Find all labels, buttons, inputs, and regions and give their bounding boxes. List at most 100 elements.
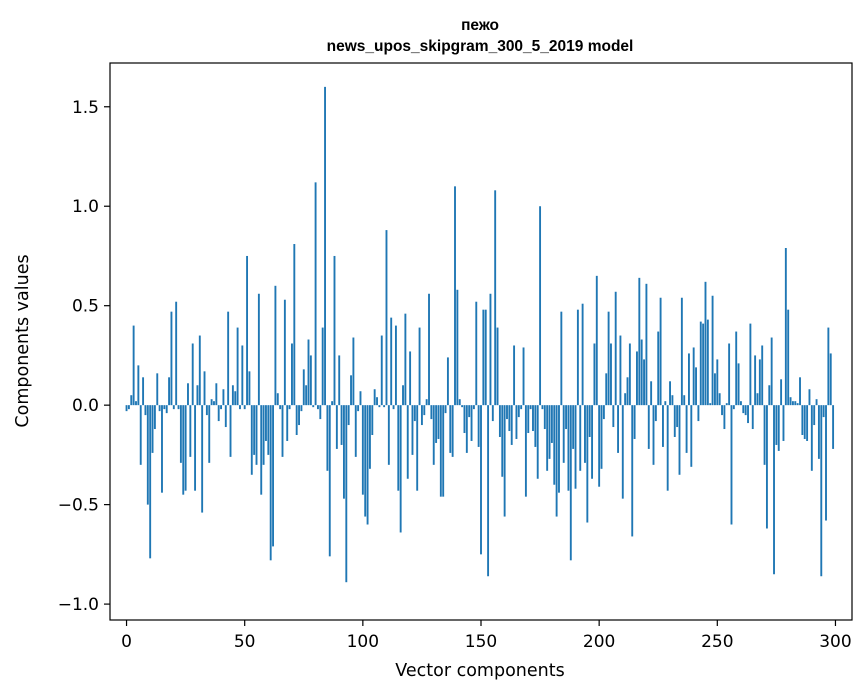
- bar-222: [650, 381, 653, 406]
- bar-7: [142, 377, 145, 406]
- bar-279: [784, 248, 787, 406]
- bar-27: [189, 405, 192, 457]
- bar-58: [262, 405, 265, 465]
- bar-147: [472, 405, 475, 410]
- y-axis-ticks: −1.0 −0.5 0.0 0.5 1.0 1.5: [58, 98, 110, 615]
- bar-121: [411, 405, 414, 455]
- bar-276: [777, 405, 780, 451]
- bar-141: [458, 399, 461, 406]
- bar-122: [413, 405, 416, 422]
- bar-107: [378, 405, 381, 408]
- bar-81: [317, 405, 319, 410]
- bar-229: [666, 405, 669, 491]
- y-tick-label: −1.0: [58, 595, 99, 615]
- bar-255: [728, 343, 731, 406]
- bar-14: [158, 405, 161, 412]
- bar-132: [437, 405, 440, 439]
- bar-256: [730, 405, 733, 525]
- bar-180: [550, 405, 553, 443]
- bar-148: [475, 301, 478, 406]
- x-tick-label: 200: [583, 632, 615, 652]
- bar-9: [146, 405, 149, 505]
- bar-41: [222, 389, 225, 406]
- bar-36: [210, 399, 213, 406]
- bar-143: [463, 405, 466, 434]
- bar-101: [364, 405, 367, 517]
- bar-115: [397, 405, 400, 491]
- bar-284: [796, 403, 799, 406]
- bar-112: [390, 317, 393, 406]
- bar-67: [283, 299, 286, 406]
- bar-114: [394, 325, 397, 406]
- bar-160: [503, 405, 506, 517]
- chart-title-line-2: news_upos_skipgram_300_5_2019 model: [327, 38, 634, 55]
- bar-142: [461, 405, 464, 408]
- bar-20: [172, 405, 175, 410]
- bar-30: [196, 385, 199, 406]
- bar-167: [520, 405, 523, 410]
- bar-51: [246, 255, 249, 406]
- bar-183: [558, 405, 560, 493]
- bar-297: [827, 327, 830, 406]
- bar-271: [765, 405, 768, 529]
- bar-240: [692, 347, 695, 406]
- bar-227: [662, 405, 664, 447]
- bar-263: [747, 405, 749, 424]
- bar-278: [782, 405, 785, 441]
- x-tick-label: 250: [701, 632, 733, 652]
- bar-150: [480, 405, 482, 555]
- y-tick-label: −0.5: [58, 496, 99, 516]
- bar-250: [716, 359, 719, 406]
- x-axis-ticks: 0 50 100 150 200 250 300: [121, 620, 852, 652]
- bar-102: [366, 405, 369, 525]
- bar-6: [139, 405, 142, 465]
- bar-128: [428, 293, 430, 406]
- bar-187: [567, 405, 570, 491]
- bar-126: [423, 405, 426, 416]
- bar-91: [340, 405, 343, 445]
- bar-110: [385, 230, 388, 406]
- bar-22: [177, 405, 180, 410]
- bar-243: [699, 321, 702, 406]
- bar-269: [761, 345, 764, 406]
- bar-273: [770, 337, 773, 406]
- bar-234: [678, 405, 681, 475]
- bar-17: [165, 405, 168, 414]
- bar-219: [643, 359, 645, 406]
- bar-68: [286, 405, 289, 441]
- bar-201: [600, 405, 603, 469]
- y-tick-label: 0.5: [72, 297, 99, 317]
- bar-224: [654, 405, 657, 422]
- bar-242: [697, 405, 700, 422]
- bar-299: [832, 405, 835, 449]
- bar-280: [787, 309, 790, 406]
- bar-97: [354, 405, 357, 457]
- bar-33: [203, 371, 206, 406]
- bar-74: [300, 405, 303, 412]
- bar-246: [706, 319, 709, 406]
- bar-170: [527, 405, 530, 434]
- bar-200: [598, 405, 601, 487]
- bar-50: [243, 405, 246, 410]
- bar-54: [253, 405, 256, 455]
- bar-168: [522, 347, 525, 406]
- bar-220: [645, 283, 648, 406]
- bar-189: [572, 405, 575, 449]
- bar-8: [144, 405, 147, 416]
- bar-290: [810, 405, 813, 471]
- x-tick-label: 0: [121, 632, 132, 652]
- x-axis-label: Vector components: [395, 661, 564, 681]
- bars-group: [125, 86, 835, 583]
- bar-140: [456, 289, 459, 406]
- bar-298: [829, 353, 832, 406]
- bar-80: [314, 182, 317, 406]
- bar-113: [392, 405, 395, 410]
- bar-237: [685, 405, 688, 453]
- bar-23: [179, 405, 182, 463]
- bar-124: [418, 327, 421, 406]
- bar-63: [274, 285, 277, 406]
- bar-4: [135, 401, 137, 406]
- bar-138: [451, 405, 454, 457]
- bar-62: [272, 405, 274, 547]
- bar-19: [170, 311, 173, 406]
